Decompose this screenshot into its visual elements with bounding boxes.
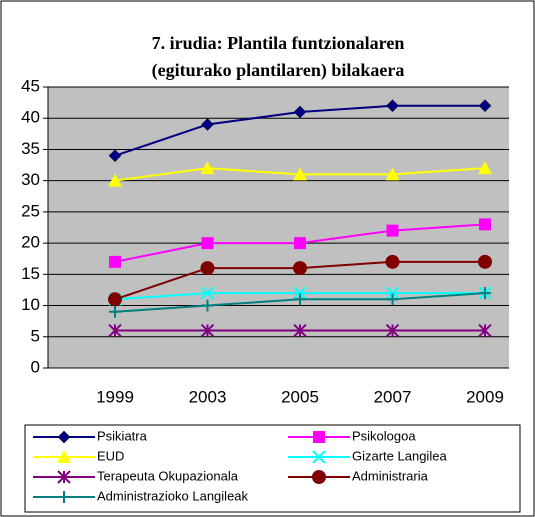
marker: [57, 470, 71, 484]
legend-label: Psikiatra: [97, 428, 148, 443]
marker: [385, 167, 400, 181]
marker: [294, 293, 306, 306]
marker: [312, 450, 326, 464]
y-tick-label: 30: [21, 170, 40, 189]
legend-label: Terapeuta Okupazionala: [97, 468, 239, 483]
y-tick-label: 10: [21, 295, 40, 314]
marker: [200, 286, 215, 300]
y-tick-label: 25: [21, 201, 40, 220]
y-tick-label: 35: [21, 139, 40, 158]
marker: [108, 173, 122, 187]
marker: [385, 286, 400, 300]
marker: [478, 323, 492, 338]
x-tick-label: 1999: [96, 387, 134, 406]
marker: [313, 431, 325, 443]
marker: [385, 323, 400, 338]
marker: [201, 299, 214, 312]
x-tick-label: 2005: [281, 387, 319, 406]
y-tick-label: 45: [21, 76, 40, 95]
legend-label: Gizarte Langilea: [352, 448, 447, 463]
marker: [200, 261, 215, 276]
marker: [312, 470, 326, 484]
legend-label: EUD: [97, 448, 124, 463]
marker: [293, 167, 307, 181]
marker: [108, 323, 122, 338]
y-tick-label: 20: [21, 233, 40, 252]
legend-label: Administraria: [352, 468, 429, 483]
chart-title: (egiturako plantilaren) bilakaera: [152, 60, 405, 81]
marker: [109, 255, 121, 268]
marker: [293, 286, 307, 300]
marker: [58, 491, 70, 503]
marker: [201, 237, 214, 250]
y-tick-label: 40: [21, 108, 40, 127]
marker: [200, 161, 215, 175]
marker: [109, 305, 121, 318]
marker: [293, 323, 307, 338]
legend: [24, 424, 521, 513]
marker: [293, 261, 307, 276]
marker: [386, 99, 399, 113]
marker: [478, 99, 492, 113]
marker: [200, 323, 215, 338]
x-tick-label: 2003: [189, 387, 227, 406]
marker: [478, 161, 492, 175]
legend-label: Administrazioko Langileak: [97, 488, 249, 503]
marker: [385, 254, 400, 269]
marker: [57, 450, 71, 463]
y-tick-label: 0: [31, 357, 40, 376]
marker: [57, 430, 71, 444]
legend-label: Psikologoa: [352, 428, 416, 443]
marker: [386, 224, 399, 237]
marker: [293, 105, 307, 119]
marker: [294, 237, 306, 250]
y-tick-label: 5: [31, 326, 40, 345]
marker: [386, 293, 399, 306]
marker: [479, 287, 491, 300]
chart-title: 7. irudia: Plantila funtzionalaren: [152, 33, 405, 53]
marker: [479, 218, 491, 231]
marker: [108, 149, 122, 163]
x-tick-label: 2007: [374, 387, 412, 406]
marker: [201, 118, 214, 131]
marker: [108, 292, 122, 307]
x-tick-label: 2009: [466, 387, 504, 406]
y-tick-label: 15: [21, 264, 40, 283]
marker: [478, 254, 492, 269]
